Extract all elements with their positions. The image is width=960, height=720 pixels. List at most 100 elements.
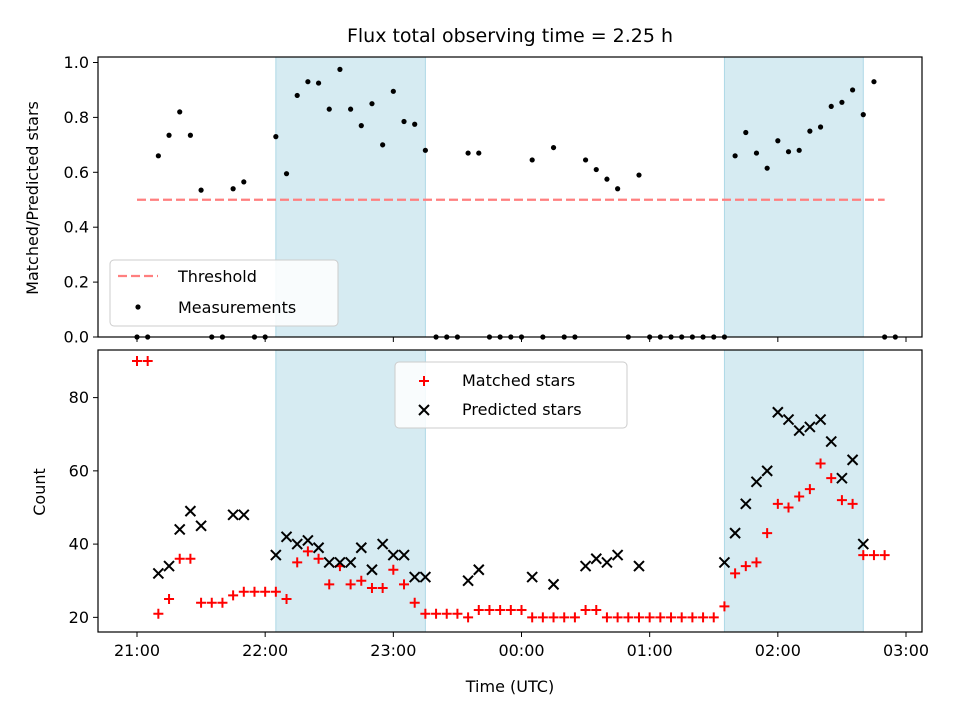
point-predicted-stars-11: [312, 542, 325, 554]
point-predicted-stars-4: [195, 520, 207, 532]
point-measurements-24: [390, 88, 396, 94]
y-tick-label: 1.0: [64, 53, 89, 72]
point-measurements-2: [155, 153, 161, 159]
point-measurements-66: [839, 99, 845, 105]
point-predicted-stars-6: [238, 509, 250, 521]
point-predicted-stars-1: [163, 560, 175, 572]
point-matched-stars-35: [505, 605, 516, 616]
point-predicted-stars-41: [825, 435, 837, 448]
point-predicted-stars-38: [793, 424, 805, 437]
point-measurements-68: [860, 112, 866, 118]
point-matched-stars-40: [559, 612, 570, 623]
y-tick-label: 0.2: [64, 273, 89, 292]
plot-frame: [97, 56, 923, 338]
point-matched-stars-25: [399, 579, 410, 590]
point-matched-stars-23: [377, 583, 388, 594]
point-matched-stars-47: [633, 612, 644, 623]
point-matched-stars-67: [847, 498, 858, 509]
point-measurements-67: [849, 87, 856, 93]
point-measurements-31: [465, 150, 471, 156]
legend-box: [109, 259, 339, 327]
point-measurements-59: [764, 165, 770, 171]
point-matched-stars-15: [292, 557, 303, 568]
point-matched-stars-64: [815, 458, 826, 469]
point-matched-stars-45: [612, 612, 623, 623]
point-matched-stars-42: [580, 605, 591, 616]
point-matched-stars-11: [249, 586, 260, 597]
point-predicted-stars-36: [772, 406, 784, 418]
point-measurements-64: [817, 124, 824, 130]
point-matched-stars-18: [324, 579, 335, 590]
point-predicted-stars-12: [323, 556, 335, 569]
point-measurements-37: [529, 157, 535, 163]
point-matched-stars-41: [569, 612, 580, 623]
point-matched-stars-48: [644, 612, 655, 623]
point-matched-stars-59: [762, 528, 773, 539]
point-matched-stars-50: [666, 612, 677, 623]
point-matched-stars-34: [495, 605, 506, 616]
chart-title: Flux total observing time = 2.25 h: [347, 25, 673, 47]
point-matched-stars-60: [772, 498, 783, 509]
point-measurements-39: [550, 144, 557, 151]
point-measurements-56: [732, 153, 738, 159]
shaded-interval-2: [723, 56, 864, 338]
point-predicted-stars-0: [152, 567, 165, 580]
plot-frame: [97, 349, 923, 633]
point-predicted-stars-30: [633, 560, 645, 572]
point-predicted-stars-26: [579, 560, 592, 572]
point-measurements-69: [871, 79, 877, 85]
point-predicted-stars-23: [473, 564, 485, 576]
legend-threshold-label: Threshold: [177, 267, 257, 286]
point-matched-stars-20: [345, 579, 356, 590]
point-measurements-21: [358, 123, 364, 129]
point-predicted-stars-42: [836, 472, 848, 484]
point-measurements-18: [326, 106, 332, 112]
point-predicted-stars-21: [419, 571, 432, 583]
x-axis-label: Time (UTC): [465, 677, 554, 696]
point-predicted-stars-10: [302, 534, 314, 547]
point-measurements-47: [636, 172, 642, 178]
point-measurements-57: [743, 129, 749, 136]
point-matched-stars-57: [740, 561, 751, 572]
point-predicted-stars-28: [601, 556, 613, 569]
point-matched-stars-39: [548, 612, 559, 623]
point-predicted-stars-29: [611, 549, 624, 561]
point-measurements-26: [412, 121, 418, 127]
ratio-panel: 0.0 0.2 0.4 0.6 0.8 1.0 Threshold Measurements: [64, 53, 923, 347]
point-measurements-45: [615, 186, 621, 192]
y-tick-label: 80: [69, 388, 89, 407]
x-tick-label: 22:00: [242, 641, 288, 660]
point-measurements-17: [315, 80, 322, 86]
x-tick-label: 23:00: [370, 641, 416, 660]
point-matched-stars-30: [452, 608, 463, 619]
point-measurements-43: [593, 166, 599, 173]
point-matched-stars-8: [217, 597, 228, 608]
point-matched-stars-61: [783, 502, 794, 513]
point-measurements-9: [230, 186, 236, 192]
point-matched-stars-29: [441, 608, 452, 619]
point-predicted-stars-16: [366, 564, 378, 576]
point-predicted-stars-32: [729, 527, 741, 539]
point-matched-stars-53: [698, 612, 709, 623]
point-matched-stars-9: [228, 590, 239, 601]
point-matched-stars-62: [794, 491, 805, 502]
count-y-axis-label: Count: [30, 468, 49, 516]
point-matched-stars-58: [751, 557, 762, 568]
point-matched-stars-43: [591, 605, 602, 616]
legend-box: [394, 361, 628, 429]
legend-predicted-label: Predicted stars: [462, 400, 582, 419]
point-predicted-stars-13: [334, 556, 346, 569]
point-predicted-stars-31: [718, 556, 731, 569]
point-predicted-stars-40: [814, 413, 827, 426]
point-matched-stars-36: [516, 605, 527, 616]
point-measurements-27: [422, 147, 428, 153]
point-measurements-65: [828, 103, 834, 110]
count-panel: 20 40 60 80 21:00 22:00 23:00 00:00 01:00 02:00 03…: [69, 349, 929, 660]
point-measurements-13: [273, 134, 279, 140]
point-predicted-stars-20: [408, 571, 421, 583]
point-measurements-14: [283, 171, 290, 177]
point-predicted-stars-2: [174, 523, 186, 536]
point-matched-stars-38: [537, 612, 548, 623]
point-matched-stars-56: [730, 568, 741, 579]
